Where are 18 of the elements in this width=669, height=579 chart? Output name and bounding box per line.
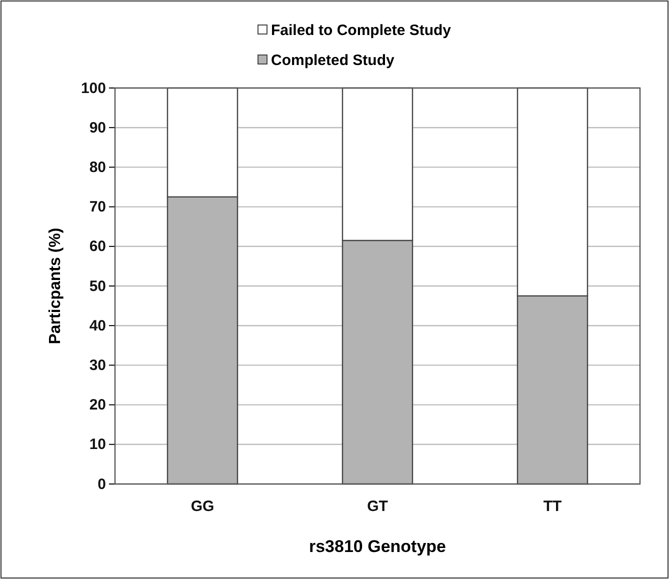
y-tick-label: 80	[89, 159, 106, 176]
y-tick-label: 20	[89, 396, 106, 414]
legend-label: Completed Study	[271, 52, 395, 69]
x-tick-label: GT	[367, 498, 388, 515]
y-tick-label: 60	[89, 238, 106, 256]
y-tick-label: 10	[89, 436, 106, 454]
x-tick-label: TT	[543, 498, 562, 515]
y-tick-label: 50	[89, 278, 106, 295]
y-axis-title: Particpants (%)	[47, 228, 64, 344]
x-tick-label: GG	[190, 498, 214, 515]
legend-label: Failed to Complete Study	[271, 22, 452, 39]
y-tick-label: 90	[89, 119, 106, 136]
y-tick-label: 100	[80, 80, 106, 97]
x-axis-title: rs3810 Genotype	[308, 537, 446, 556]
y-tick-label: 0	[98, 476, 106, 493]
y-tick-label: 30	[89, 357, 106, 374]
y-tick-label: 70	[89, 198, 106, 216]
y-tick-label: 40	[89, 317, 106, 334]
